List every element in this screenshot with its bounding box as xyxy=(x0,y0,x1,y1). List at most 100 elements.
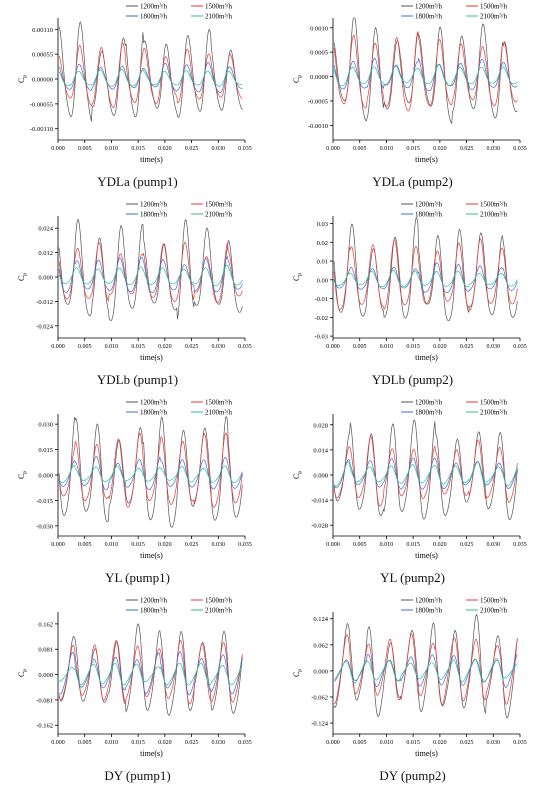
series-line xyxy=(333,238,518,312)
x-tick-label: 0.015 xyxy=(406,146,420,152)
x-tick-label: 0.035 xyxy=(513,344,527,350)
series-line xyxy=(333,419,518,521)
y-axis-label-main: C xyxy=(292,78,301,83)
x-tick-label: 0.000 xyxy=(51,542,65,548)
y-axis-label-group: Cp xyxy=(17,75,28,83)
y-axis-label-main: C xyxy=(292,672,301,677)
x-tick-label: 0.010 xyxy=(380,146,394,152)
y-tick-label: -0.0005 xyxy=(308,98,328,105)
x-axis-label: time(s) xyxy=(415,551,438,560)
x-tick-label: 0.020 xyxy=(433,542,447,548)
x-tick-label: 0.000 xyxy=(51,740,65,746)
series-line xyxy=(333,216,518,322)
chart-panel: -0.030 -0.015 0.000 0.015 0.030 0.000 0.005 0.0… xyxy=(0,396,275,594)
x-tick-label: 0.005 xyxy=(78,344,92,350)
series-line xyxy=(58,264,243,287)
legend-entry: 1800m³/h xyxy=(415,13,442,21)
chart-panel: -0.0010 -0.0005 0.0000 0.0005 0.0010 0.000 0.0… xyxy=(275,0,550,198)
series-line xyxy=(58,639,243,705)
y-tick-label: 0.000 xyxy=(38,672,53,679)
x-tick-label: 0.020 xyxy=(158,344,172,350)
x-tick-label: 0.005 xyxy=(78,542,92,548)
x-tick-label: 0.035 xyxy=(513,542,527,548)
x-tick-label: 0.020 xyxy=(433,740,447,746)
y-axis-label-group: Cp xyxy=(292,471,303,479)
x-tick-label: 0.010 xyxy=(105,740,119,746)
legend-entry: 2100m³/h xyxy=(480,13,507,21)
x-tick-label: 0.030 xyxy=(212,344,226,350)
x-tick-label: 0.000 xyxy=(326,146,340,152)
legend-entry: 1500m³/h xyxy=(205,399,232,407)
legend-entry: 1800m³/h xyxy=(415,409,442,417)
x-tick-label: 0.015 xyxy=(131,542,145,548)
x-tick-label: 0.030 xyxy=(212,542,226,548)
series-line xyxy=(58,455,243,491)
chart-panel: -0.00110 -0.00055 0.00000 0.00055 0.00110 0.0… xyxy=(0,0,275,198)
legend-entry: 1500m³/h xyxy=(480,399,507,407)
y-tick-label: 0.024 xyxy=(38,226,53,233)
y-tick-label: 0.00000 xyxy=(32,77,53,84)
x-tick-label: 0.000 xyxy=(326,542,340,548)
series-line xyxy=(333,633,518,706)
x-tick-label: 0.030 xyxy=(487,146,501,152)
legend-entry: 1500m³/h xyxy=(480,597,507,605)
y-axis-label-sub: p xyxy=(297,471,303,474)
y-tick-label: 0.030 xyxy=(38,422,53,429)
legend-entry: 1200m³/h xyxy=(140,399,167,407)
chart-svg: -0.024 -0.012 0.000 0.012 0.024 0.000 0.005 0.0… xyxy=(17,201,252,363)
x-tick-label: 0.030 xyxy=(487,740,501,746)
x-tick-label: 0.025 xyxy=(460,542,474,548)
series-line xyxy=(333,262,518,294)
x-tick-label: 0.035 xyxy=(238,740,252,746)
legend-entry: 1200m³/h xyxy=(415,399,442,407)
legend-entry: 1200m³/h xyxy=(415,201,442,209)
y-axis-label-sub: p xyxy=(22,75,28,78)
legend-entry: 1200m³/h xyxy=(140,201,167,209)
y-tick-label: 0.0010 xyxy=(310,25,328,32)
y-axis-label-group: Cp xyxy=(17,669,28,677)
y-axis-label-sub: p xyxy=(22,273,28,276)
y-tick-label: -0.02 xyxy=(314,315,328,322)
y-axis-label: Cp xyxy=(17,75,28,83)
x-axis-label: time(s) xyxy=(140,551,163,560)
y-tick-label: -0.015 xyxy=(36,498,53,505)
y-tick-label: -0.03 xyxy=(314,334,328,341)
legend-entry: 1800m³/h xyxy=(415,607,442,615)
legend-entry: 2100m³/h xyxy=(480,607,507,615)
series-line xyxy=(333,269,518,288)
y-tick-label: 0.028 xyxy=(313,422,328,429)
chart-svg: -0.00110 -0.00055 0.00000 0.00055 0.00110 0.0… xyxy=(17,3,252,165)
x-axis-label: time(s) xyxy=(140,749,163,758)
chart-svg: -0.162 -0.081 0.000 0.081 0.162 0.000 0.005 0.0… xyxy=(17,597,252,759)
x-tick-label: 0.010 xyxy=(380,740,394,746)
legend-entry: 2100m³/h xyxy=(205,607,232,615)
y-axis-label-main: C xyxy=(292,276,301,281)
series-line xyxy=(333,613,518,719)
chart-svg: -0.0010 -0.0005 0.0000 0.0005 0.0010 0.000 0.0… xyxy=(292,3,527,165)
x-tick-label: 0.015 xyxy=(406,740,420,746)
x-tick-label: 0.025 xyxy=(460,146,474,152)
y-axis-label-sub: p xyxy=(297,669,303,672)
legend-entry: 2100m³/h xyxy=(205,409,232,417)
panel-caption: YDLa (pump2) xyxy=(372,174,453,189)
legend-entry: 1200m³/h xyxy=(140,597,167,605)
series-line xyxy=(333,17,518,125)
y-tick-label: 0.000 xyxy=(313,473,328,480)
x-tick-label: 0.020 xyxy=(158,542,172,548)
x-tick-label: 0.010 xyxy=(105,344,119,350)
legend-entry: 1500m³/h xyxy=(480,3,507,11)
y-tick-label: 0.0000 xyxy=(310,74,328,81)
y-axis-label-sub: p xyxy=(22,669,28,672)
x-tick-label: 0.015 xyxy=(131,146,145,152)
x-tick-label: 0.015 xyxy=(131,344,145,350)
y-tick-label: 0.0005 xyxy=(310,50,328,57)
panel-caption: YL (pump1) xyxy=(105,570,170,585)
y-axis-label-sub: p xyxy=(22,471,28,474)
y-tick-label: 0.015 xyxy=(38,447,53,454)
legend-entry: 1200m³/h xyxy=(415,597,442,605)
x-axis-label: time(s) xyxy=(415,155,438,164)
x-tick-label: 0.030 xyxy=(212,146,226,152)
series-line xyxy=(58,42,243,108)
x-tick-label: 0.025 xyxy=(185,146,199,152)
x-tick-label: 0.035 xyxy=(238,542,252,548)
